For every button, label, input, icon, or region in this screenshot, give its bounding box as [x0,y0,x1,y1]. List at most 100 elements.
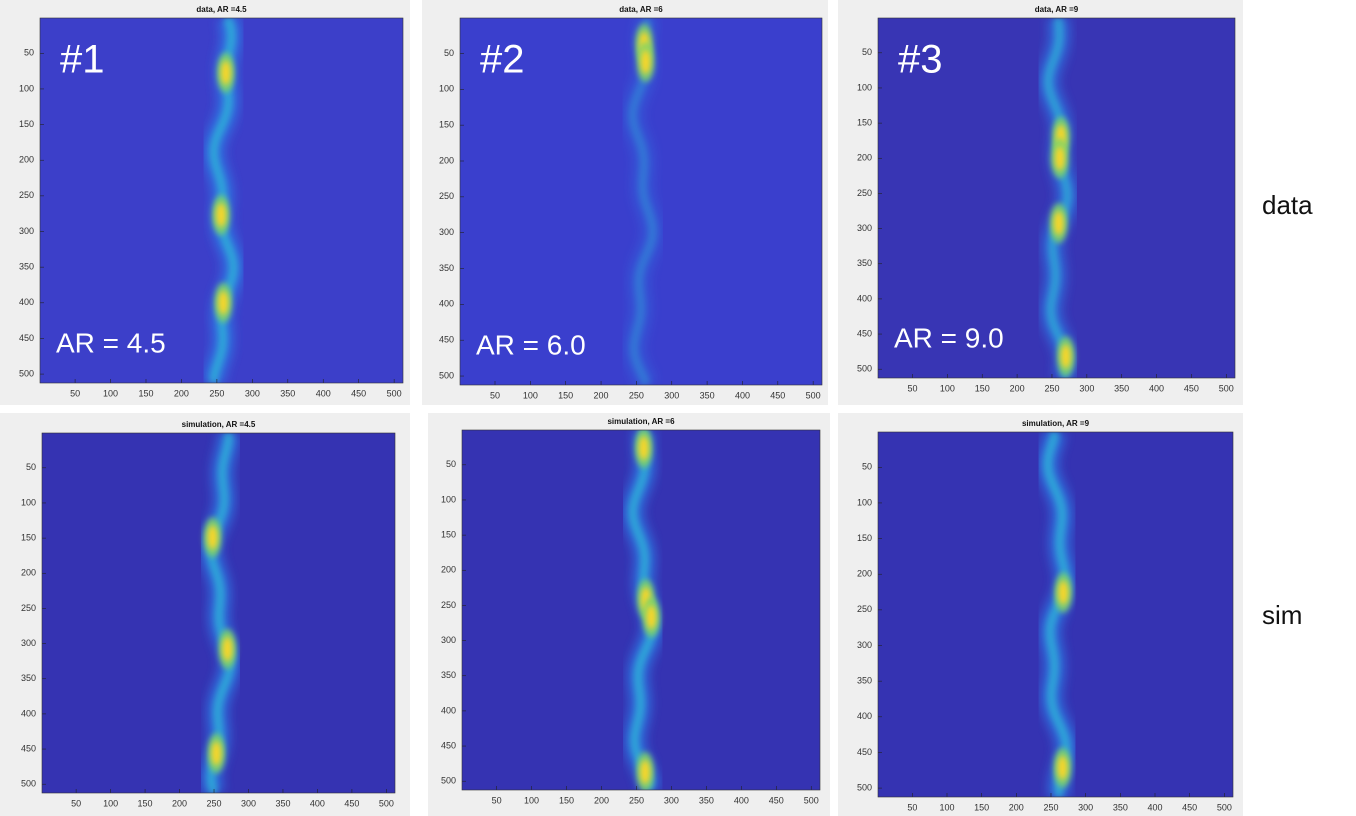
axes-frame [41,432,396,794]
hot-spot [1053,211,1064,236]
y-tick-label: 50 [862,462,872,472]
x-tick-label: 200 [594,390,609,400]
y-tick-label: 350 [21,673,36,683]
x-tick-label: 500 [379,798,394,808]
y-tick-label: 300 [857,640,872,650]
y-tick-label: 250 [19,190,34,200]
chart-title: data, AR =6 [619,5,663,14]
y-tick-label: 400 [857,293,872,303]
hot-spot [211,741,222,766]
y-tick-label: 100 [19,83,34,93]
x-tick-label: 100 [103,388,118,398]
y-tick-label: 400 [21,708,36,718]
x-tick-label: 350 [699,795,714,805]
plume [202,18,245,383]
plume-core [1043,18,1072,378]
x-tick-label: 250 [629,795,644,805]
aspect-ratio-label: AR = 9.0 [894,322,1004,353]
y-tick-label: 300 [19,226,34,236]
y-tick-label: 150 [19,119,34,129]
y-tick-label: 200 [21,568,36,578]
hot-spot [222,637,233,661]
x-tick-label: 350 [700,390,715,400]
x-tick-label: 350 [275,798,290,808]
y-tick-label: 150 [857,533,872,543]
plume [1037,18,1079,378]
x-tick-label: 50 [70,388,80,398]
x-tick-label: 50 [71,798,81,808]
panel-number: #3 [898,38,943,82]
y-tick-label: 400 [857,711,872,721]
y-tick-label: 350 [19,262,34,272]
y-tick-label: 450 [441,740,456,750]
x-tick-label: 400 [316,388,331,398]
x-tick-label: 250 [1044,383,1059,393]
y-tick-label: 150 [857,117,872,127]
aspect-ratio-label: AR = 4.5 [56,327,166,358]
y-tick-label: 500 [857,782,872,792]
x-tick-label: 300 [1079,383,1094,393]
y-tick-label: 100 [439,84,454,94]
y-tick-label: 350 [441,670,456,680]
y-tick-label: 100 [21,497,36,507]
x-tick-label: 400 [735,390,750,400]
y-tick-label: 50 [444,48,454,58]
y-tick-label: 100 [857,497,872,507]
y-tick-label: 500 [19,368,34,378]
row-label: data [1262,190,1313,220]
x-tick-label: 200 [1009,802,1024,812]
axes-frame [461,429,821,791]
y-tick-label: 300 [439,227,454,237]
y-tick-label: 300 [21,638,36,648]
y-tick-label: 150 [441,529,456,539]
x-tick-label: 450 [1184,383,1199,393]
x-tick-label: 150 [974,802,989,812]
hot-spot [207,525,218,550]
y-tick-label: 250 [21,603,36,613]
hot-spot [640,50,651,75]
axes-frame [459,17,823,386]
y-tick-label: 200 [857,153,872,163]
hot-spot [1058,580,1069,605]
x-tick-label: 50 [907,802,917,812]
hot-spot [1057,755,1068,780]
x-tick-label: 350 [280,388,295,398]
y-tick-label: 250 [439,191,454,201]
y-tick-label: 200 [441,565,456,575]
hot-spot [640,760,651,784]
y-tick-label: 50 [24,48,34,58]
y-tick-label: 50 [26,462,36,472]
aspect-ratio-label: AR = 6.0 [476,329,586,360]
y-tick-label: 250 [857,604,872,614]
plume [199,433,242,793]
y-tick-label: 200 [19,155,34,165]
x-tick-label: 500 [1219,383,1234,393]
row-label: sim [1262,600,1302,630]
y-tick-label: 300 [441,635,456,645]
hot-spot [216,203,227,228]
plume [621,430,664,790]
y-tick-label: 450 [19,333,34,343]
x-tick-label: 200 [172,798,187,808]
x-tick-label: 150 [975,383,990,393]
x-tick-label: 350 [1114,383,1129,393]
panel-number: #2 [480,38,525,82]
x-tick-label: 450 [1182,802,1197,812]
x-tick-label: 200 [1010,383,1025,393]
x-tick-label: 150 [558,390,573,400]
x-tick-label: 450 [344,798,359,808]
hot-spot [1060,344,1071,369]
y-tick-label: 200 [439,155,454,165]
x-tick-label: 200 [174,388,189,398]
x-tick-label: 300 [664,795,679,805]
hot-spot [1054,146,1065,171]
y-tick-label: 450 [439,335,454,345]
x-tick-label: 150 [559,795,574,805]
y-tick-label: 150 [21,532,36,542]
y-tick-label: 500 [857,364,872,374]
y-tick-label: 450 [21,743,36,753]
x-tick-label: 450 [769,795,784,805]
x-tick-label: 100 [939,802,954,812]
axes-frame [877,431,1234,798]
y-tick-label: 450 [857,328,872,338]
